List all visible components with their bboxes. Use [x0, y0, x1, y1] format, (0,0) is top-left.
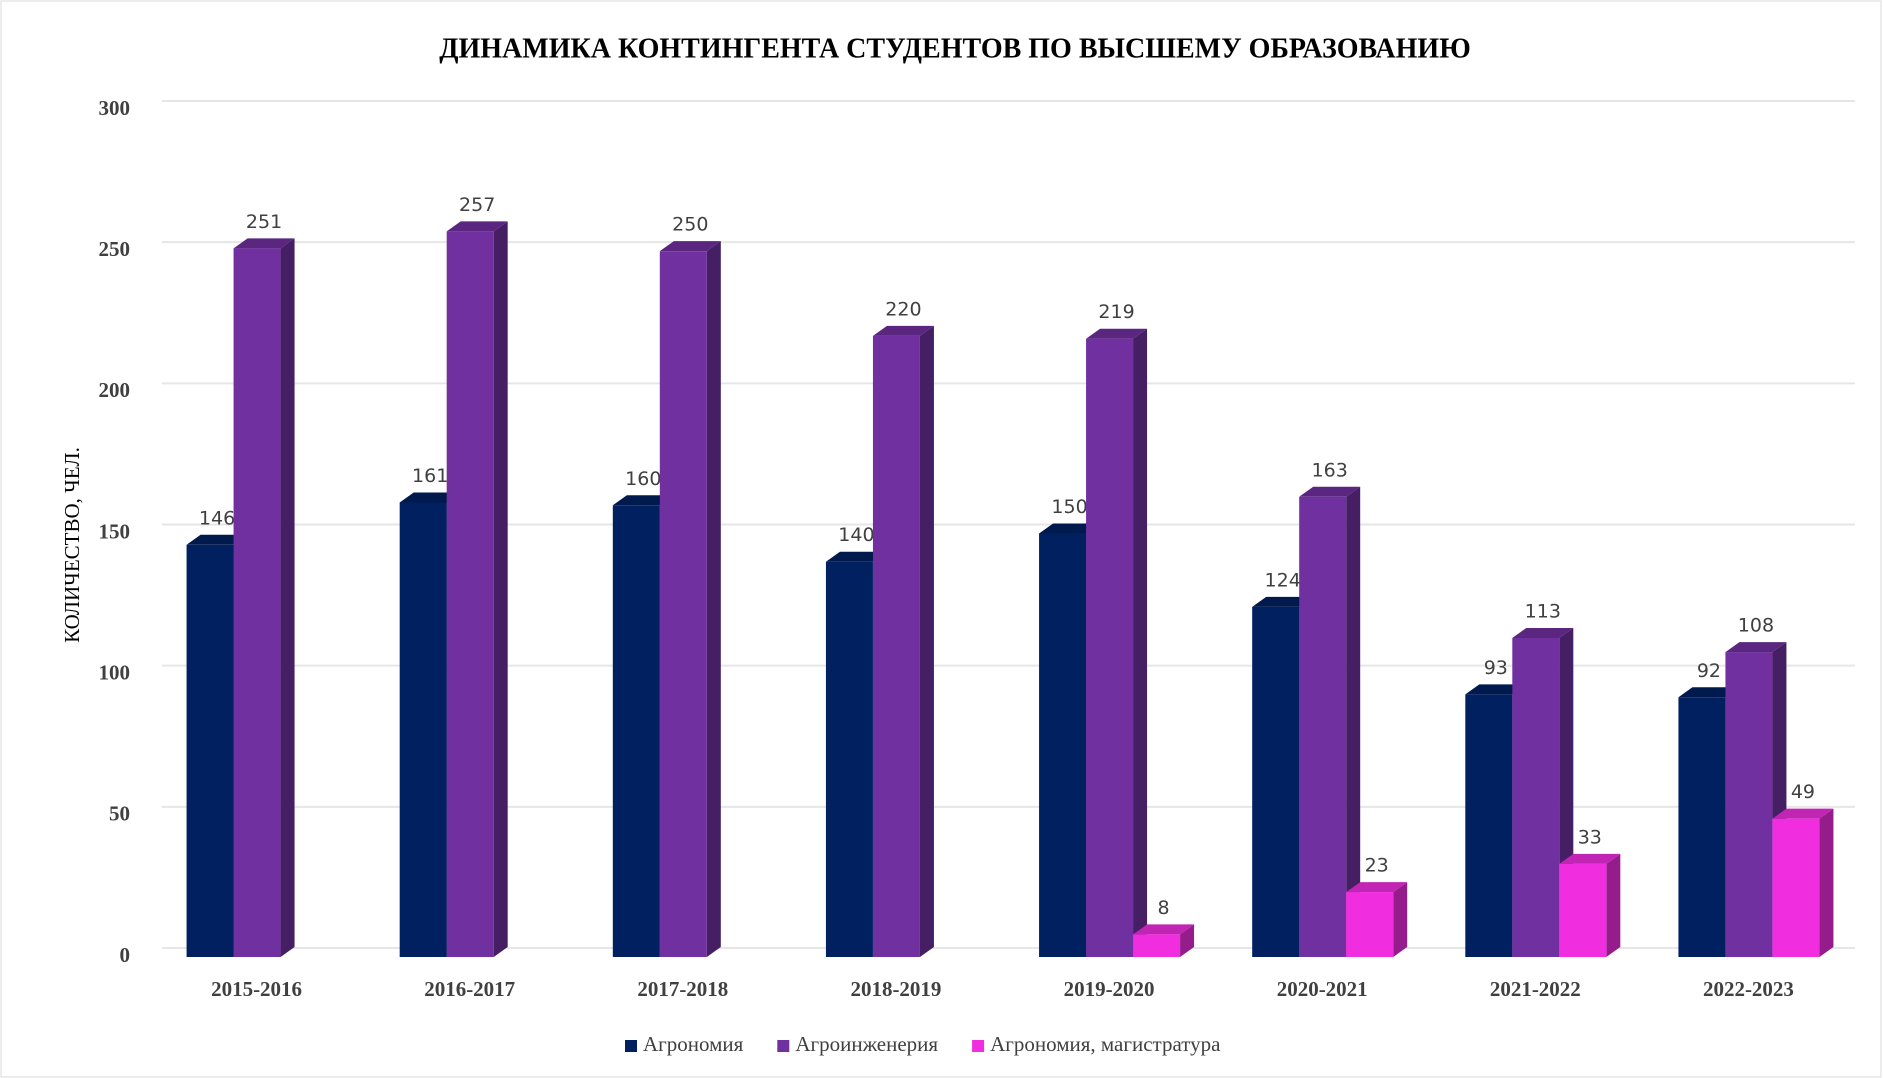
bar: [1772, 818, 1820, 957]
bar-top: [186, 534, 248, 545]
bar-top: [1252, 596, 1314, 607]
bar: [1346, 892, 1394, 957]
bar-top: [1772, 808, 1834, 819]
bar-top: [1465, 684, 1527, 695]
y-tick-label: 250: [99, 237, 131, 261]
bar: [186, 544, 234, 957]
bar: [659, 251, 707, 957]
data-label: 257: [459, 194, 495, 216]
legend-label: Агрономия, магистратура: [990, 1032, 1221, 1056]
data-label: 8: [1158, 897, 1170, 919]
y-tick-label: 100: [99, 660, 131, 684]
data-label: 160: [625, 468, 661, 490]
bar-top: [825, 551, 887, 562]
bar: [1133, 934, 1181, 957]
data-label: 161: [412, 465, 448, 487]
bar-top: [1133, 924, 1195, 935]
bar: [612, 505, 660, 957]
bar: [872, 335, 920, 957]
bar-top: [1086, 328, 1148, 339]
bar-side: [1133, 328, 1148, 957]
data-label: 250: [672, 214, 708, 236]
bar-side: [919, 325, 934, 957]
data-label: 146: [199, 507, 235, 529]
data-label: 219: [1098, 301, 1134, 323]
x-tick-label: 2017-2018: [637, 977, 728, 1001]
bar: [1299, 496, 1347, 957]
data-label: 49: [1791, 781, 1815, 803]
bar-top: [1678, 687, 1740, 698]
y-tick-label: 150: [99, 519, 131, 543]
bar: [233, 248, 281, 958]
bar: [1559, 863, 1607, 957]
bar: [1512, 637, 1560, 957]
legend-label: Агроинженерия: [795, 1032, 938, 1056]
bar: [399, 502, 447, 957]
bar-top: [612, 495, 674, 506]
data-label: 124: [1265, 569, 1301, 591]
legend-label: Агрономия: [643, 1032, 744, 1056]
bar-top: [1512, 627, 1574, 638]
x-tick-label: 2015-2016: [211, 977, 302, 1001]
bar: [1465, 694, 1513, 957]
data-label: 93: [1484, 657, 1508, 679]
x-tick-label: 2018-2019: [850, 977, 941, 1001]
bar-top: [1039, 523, 1101, 534]
bar-top: [446, 221, 508, 232]
data-label: 163: [1312, 459, 1348, 481]
bar-side: [706, 241, 721, 957]
data-label: 92: [1697, 660, 1721, 682]
bar-top: [399, 492, 461, 503]
data-label: 150: [1051, 496, 1087, 518]
data-label: 113: [1525, 600, 1561, 622]
legend-swatch: [972, 1040, 985, 1052]
bar-side: [1346, 486, 1361, 957]
bar: [1252, 606, 1300, 957]
bar: [446, 231, 494, 958]
bar-side: [1180, 924, 1195, 957]
data-label: 251: [246, 211, 282, 233]
bar-top: [1346, 882, 1408, 893]
x-tick-label: 2019-2020: [1064, 977, 1155, 1001]
bar-side: [493, 221, 508, 958]
bar-side: [1819, 808, 1834, 957]
bar: [825, 561, 873, 957]
data-label: 220: [885, 298, 921, 320]
bar-top: [1559, 853, 1621, 864]
bar-top: [872, 325, 934, 336]
bar-side: [1606, 853, 1621, 957]
legend-swatch: [777, 1040, 790, 1052]
y-tick-label: 50: [109, 802, 130, 826]
data-label: 33: [1578, 826, 1602, 848]
data-label: 108: [1738, 615, 1774, 637]
bar-side: [1393, 882, 1408, 957]
bar-top: [659, 241, 721, 252]
legend-swatch: [625, 1040, 637, 1052]
bar-top: [1299, 486, 1361, 497]
data-label: 140: [838, 524, 874, 546]
bar: [1725, 652, 1773, 957]
x-tick-label: 2020-2021: [1277, 977, 1368, 1001]
chart-title: ДИНАМИКА КОНТИНГЕНТА СТУДЕНТОВ ПО ВЫСШЕМ…: [439, 33, 1471, 64]
y-tick-label: 0: [120, 943, 131, 967]
x-tick-label: 2016-2017: [424, 977, 515, 1001]
x-tick-label: 2021-2022: [1490, 977, 1581, 1001]
bar: [1678, 697, 1726, 957]
bar: [1086, 338, 1134, 957]
bar: [1039, 533, 1087, 957]
bar-top: [233, 238, 295, 249]
bar-side: [280, 238, 295, 958]
y-tick-label: 200: [99, 378, 131, 402]
x-tick-label: 2022-2023: [1703, 977, 1794, 1001]
y-tick-label: 300: [99, 96, 131, 120]
data-label: 23: [1365, 855, 1389, 877]
y-axis-label: КОЛИЧЕСТВО, ЧЕЛ.: [60, 447, 84, 643]
bar-top: [1725, 642, 1787, 653]
